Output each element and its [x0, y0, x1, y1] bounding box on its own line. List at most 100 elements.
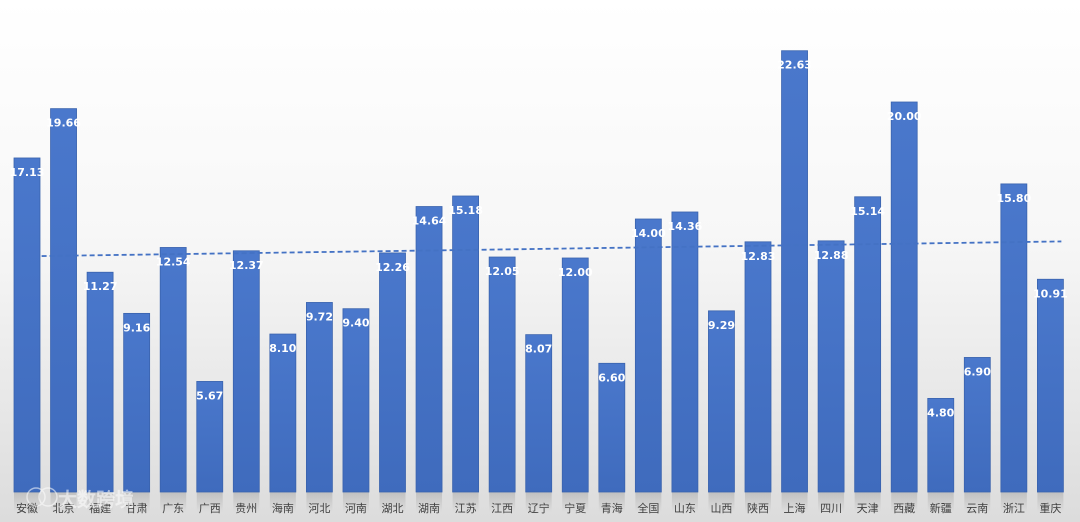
bar-reflection [123, 492, 150, 512]
bar-宁夏 [561, 257, 589, 493]
category-label: 陕西 [747, 501, 769, 515]
trendline-group [41, 240, 1062, 257]
bar-新疆 [927, 397, 955, 493]
bar-辽宁 [525, 334, 553, 493]
bar-reflection [671, 492, 698, 512]
value-label: 12.00 [558, 266, 593, 279]
bar-江苏 [452, 195, 480, 493]
value-label: 15.80 [996, 192, 1031, 205]
bar-reflection [781, 492, 808, 512]
value-label: 22.63 [777, 59, 812, 72]
bar-reflection [196, 492, 223, 512]
value-label: 12.37 [229, 259, 264, 272]
value-label: 20.00 [887, 110, 922, 123]
category-label: 贵州 [235, 502, 257, 515]
bar-reflection [452, 492, 479, 512]
value-label: 15.18 [448, 204, 483, 217]
category-label: 江苏 [455, 502, 477, 515]
bar-西藏 [890, 101, 918, 493]
value-label: 9.40 [342, 317, 369, 330]
value-label: 9.16 [123, 321, 150, 334]
value-label: 14.00 [631, 227, 666, 240]
category-labels-group: 安徽 北京 福建 甘肃 广东 广西 贵州 海南 河北 河南 湖北 湖南 江苏 江西 辽宁 宁夏 青海 全国 山东 山西… [16, 501, 1061, 515]
value-label: 12.88 [814, 249, 849, 262]
value-label: 12.83 [741, 250, 776, 263]
bar-湖南 [415, 206, 443, 493]
bar-全国 [634, 218, 662, 493]
category-label: 广西 [199, 502, 221, 515]
value-label: 12.26 [375, 261, 410, 274]
bar-湖北 [379, 252, 406, 493]
bar-reflection [927, 492, 954, 512]
bar-reflection [635, 492, 662, 512]
bar-河南 [342, 308, 370, 493]
category-label: 湖南 [418, 502, 440, 515]
value-label: 14.64 [412, 215, 447, 228]
bar-reflection [342, 492, 369, 512]
bar-广东 [159, 247, 187, 493]
watermark-circle-icon-2 [38, 487, 58, 507]
value-label: 8.10 [269, 342, 296, 355]
category-label: 西藏 [893, 502, 915, 515]
bar-山东 [671, 211, 699, 493]
bar-reflection [160, 492, 187, 512]
bar-天津 [854, 196, 882, 493]
category-label: 广东 [162, 502, 184, 515]
value-labels-group: 17.13 19.66 11.27 9.16 12.54 5.67 12.37 8.10 9.7… [10, 59, 1068, 420]
value-label: 8.07 [525, 343, 552, 356]
bar-安徽 [13, 157, 41, 493]
bar-reflection [1000, 492, 1027, 512]
bar-广西 [196, 381, 224, 493]
category-label: 浙江 [1003, 502, 1025, 515]
bar-四川 [817, 240, 845, 493]
bar-reflection [964, 492, 991, 512]
category-label: 山西 [710, 502, 732, 515]
watermark-circle-icon [26, 487, 46, 507]
bar-福建 [86, 271, 114, 493]
bar-重庆 [1037, 278, 1064, 493]
category-label: 四川 [820, 502, 842, 515]
value-label: 14.36 [668, 220, 703, 233]
category-label: 全国 [637, 501, 659, 515]
category-label: 新疆 [930, 501, 952, 515]
bar-reflection [562, 492, 589, 512]
category-label: 福建 [89, 501, 111, 515]
bar-reflection [891, 492, 918, 512]
value-label: 12.05 [485, 265, 520, 278]
value-label: 9.72 [306, 310, 333, 323]
category-label: 山东 [674, 502, 696, 515]
watermark-text: 大数跨境 [58, 488, 134, 511]
bar-reflection [708, 492, 735, 512]
bar-上海 [781, 50, 808, 493]
value-label: 6.90 [964, 365, 991, 378]
category-label: 云南 [966, 502, 988, 515]
category-label: 北京 [53, 501, 75, 515]
bar-浙江 [1000, 183, 1028, 493]
value-label: 17.13 [10, 166, 45, 179]
bar-reflection [818, 492, 845, 512]
category-label: 宁夏 [564, 501, 586, 515]
category-label: 辽宁 [528, 501, 550, 515]
category-label: 重庆 [1039, 501, 1061, 515]
value-label: 4.80 [927, 406, 954, 419]
bar-reflection [489, 492, 516, 512]
bar-reflection [525, 492, 552, 512]
category-label: 青海 [601, 501, 623, 515]
category-label: 河北 [308, 502, 330, 515]
bar-reflection [1037, 492, 1064, 512]
value-label: 15.14 [850, 205, 885, 218]
bar-河北 [305, 302, 333, 493]
category-label: 海南 [272, 501, 294, 515]
bar-reflection [269, 492, 296, 512]
watermark-logo: 大数跨境 [26, 487, 134, 511]
value-label: 5.67 [196, 389, 223, 402]
value-label: 10.91 [1033, 287, 1068, 300]
bar-reflection [14, 492, 40, 512]
value-label: 6.60 [598, 371, 625, 384]
value-label: 11.27 [83, 280, 118, 293]
bar-reflection [745, 492, 771, 512]
bar-北京 [50, 108, 77, 493]
category-label: 江西 [491, 502, 513, 515]
